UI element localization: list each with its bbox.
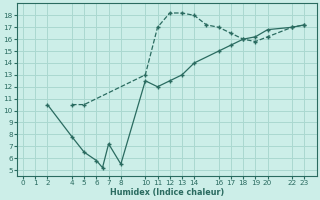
X-axis label: Humidex (Indice chaleur): Humidex (Indice chaleur)	[109, 188, 224, 197]
